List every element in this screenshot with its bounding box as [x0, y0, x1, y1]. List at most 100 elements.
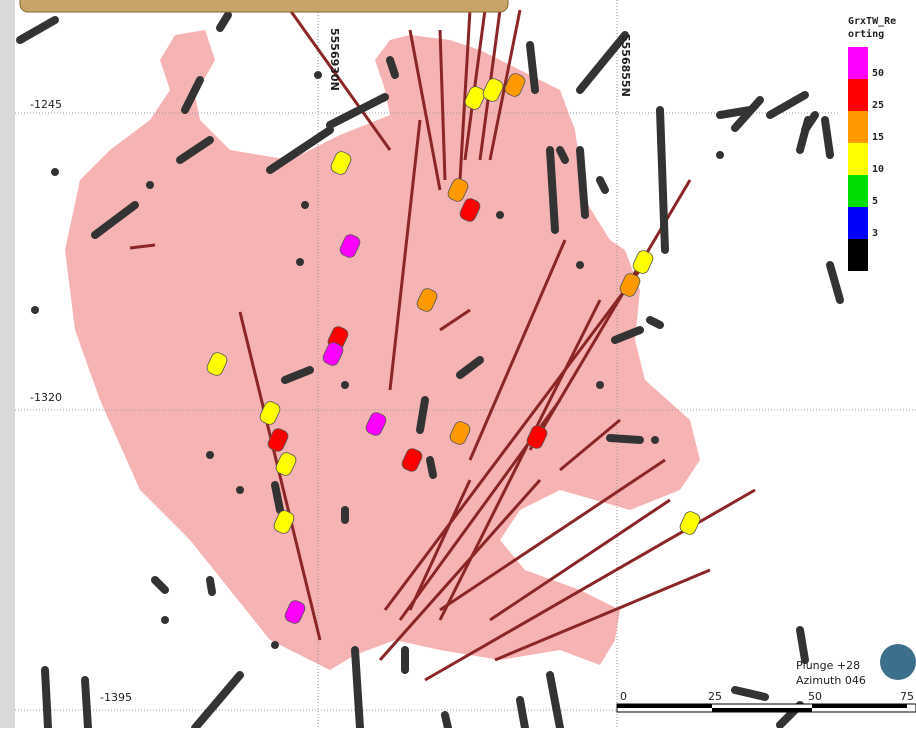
drillhole-trace	[388, 119, 422, 391]
legend-swatch	[848, 175, 868, 207]
drillhole-trace	[383, 269, 642, 611]
drillhole-segment	[456, 356, 484, 379]
scale-label: 75	[900, 690, 914, 703]
assay-interval	[365, 412, 387, 436]
scale-bar-segment	[617, 704, 712, 708]
assay-interval	[459, 198, 481, 222]
scale-label: 25	[708, 690, 722, 703]
drillhole-segment	[821, 116, 834, 159]
drillhole-segment	[151, 576, 169, 594]
legend-label: 50	[872, 68, 884, 79]
drillhole-segment	[351, 646, 364, 732]
assay-interval	[259, 401, 281, 425]
drillhole-segment	[16, 16, 59, 44]
drillhole-dot	[161, 616, 169, 624]
assay-interval	[526, 425, 548, 449]
drillhole-trace	[488, 9, 522, 161]
drillhole-trace	[489, 498, 671, 622]
drillhole-segment	[91, 201, 139, 239]
drillhole-segment	[416, 396, 429, 434]
drillhole-segment	[216, 11, 232, 32]
scale-bar-segment	[712, 708, 812, 712]
drillhole-dot	[341, 381, 349, 389]
drillhole-segment	[796, 626, 809, 664]
legend-label: 5	[872, 196, 878, 207]
drillhole-segment	[576, 31, 629, 94]
assay-interval	[339, 234, 361, 258]
drillholes	[16, 9, 844, 732]
drillhole-dot	[296, 258, 304, 266]
drillhole-dot	[496, 211, 504, 219]
assay-interval	[632, 250, 654, 274]
drillhole-segment	[266, 126, 334, 174]
drillhole-segment	[546, 146, 559, 234]
assay-interval	[273, 510, 295, 534]
legend-swatch	[848, 47, 868, 79]
drillhole-trace	[438, 299, 602, 621]
northing-label: 5556930N	[328, 28, 341, 91]
drillhole-segment	[646, 316, 664, 329]
drillhole-segment	[426, 456, 437, 479]
assay-interval	[330, 151, 352, 175]
drillhole-segment	[716, 106, 754, 119]
drillhole-dot	[146, 181, 154, 189]
drillhole-segment	[526, 41, 539, 94]
assay-interval	[464, 86, 486, 110]
drillhole-segment	[766, 91, 809, 119]
azimuth-text: Azimuth 046	[796, 674, 866, 687]
legend-swatch	[848, 239, 868, 271]
legend-label: 25	[872, 100, 884, 111]
assay-interval	[482, 78, 504, 102]
drillhole-dot	[206, 451, 214, 459]
drillhole-trace	[463, 9, 487, 161]
drillhole-dot	[31, 306, 39, 314]
orebody-shape	[65, 30, 700, 670]
assay-interval	[416, 288, 438, 312]
drillhole-segment	[611, 326, 644, 344]
drillhole-segment	[281, 366, 314, 384]
assay-interval	[504, 73, 526, 97]
assay-interval	[449, 421, 471, 445]
drillhole-segment	[441, 711, 452, 732]
drillhole-dot	[716, 151, 724, 159]
legend-swatch	[848, 207, 868, 239]
drillhole-segment	[606, 434, 644, 444]
drillhole-segment	[176, 136, 214, 164]
drillhole-segment	[191, 671, 244, 732]
legend-swatch	[848, 111, 868, 143]
drillhole-dot	[576, 261, 584, 269]
drillhole-dot	[301, 201, 309, 209]
drillhole-segment	[386, 56, 399, 79]
drillhole-segment	[576, 146, 589, 219]
drillhole-segment	[516, 696, 529, 732]
drillhole-trace	[129, 243, 156, 250]
northing-label: 5556855N	[619, 34, 632, 97]
drillhole-trace	[408, 29, 442, 191]
globe-icon	[880, 644, 916, 680]
drillhole-segment	[181, 76, 204, 114]
drillhole-segment	[656, 106, 669, 254]
drillhole-segment	[796, 116, 812, 154]
left-border	[0, 0, 15, 728]
drillhole-trace	[424, 488, 756, 682]
legend-label: 15	[872, 132, 884, 143]
legend-label: 3	[872, 228, 878, 239]
drillhole-dot	[51, 168, 59, 176]
drillhole-segment	[41, 666, 52, 732]
drillhole-trace	[378, 479, 542, 661]
drillhole-segment	[206, 576, 216, 596]
drillhole-dot	[314, 71, 322, 79]
legend-label: 10	[872, 164, 884, 175]
assay-interval	[679, 511, 701, 535]
drillhole-trace	[559, 418, 621, 472]
drillhole-segment	[596, 176, 609, 194]
drillhole-segment	[271, 481, 284, 514]
elevation-label: -1320	[30, 391, 62, 404]
drillhole-trace	[438, 29, 447, 181]
drillhole-segment	[556, 146, 569, 164]
drillhole-trace	[439, 458, 666, 612]
legend-title: GrxTW_Re	[848, 16, 896, 27]
assay-interval	[284, 600, 306, 624]
drillhole-trace	[238, 311, 322, 641]
